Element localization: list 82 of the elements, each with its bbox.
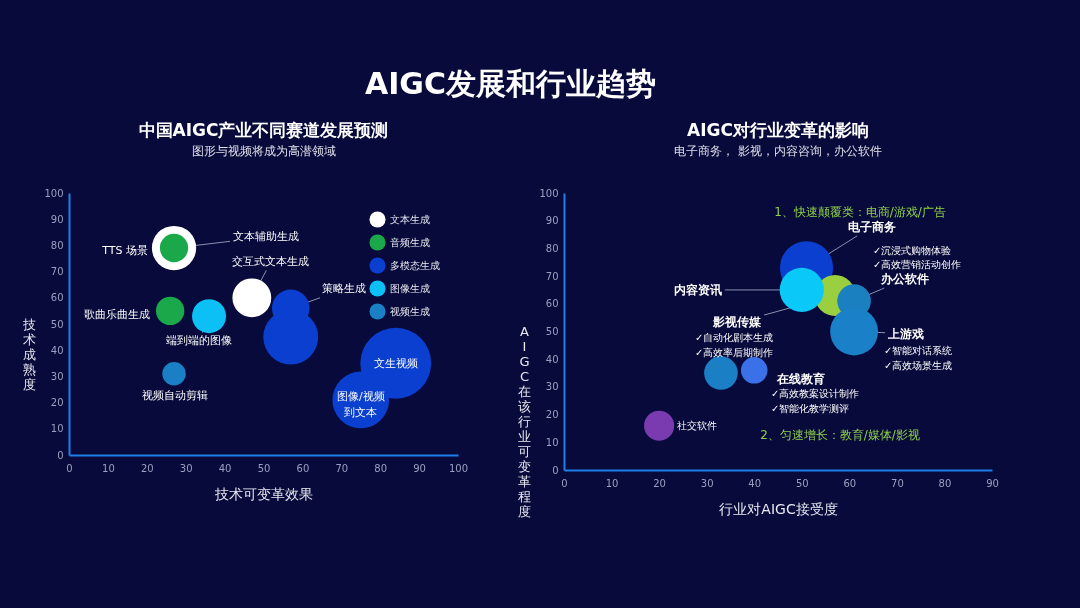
x-tick-label: 40 <box>218 462 232 474</box>
y-tick-label: 70 <box>50 266 64 278</box>
y-tick-label: 0 <box>57 449 64 461</box>
y-tick-label: 10 <box>50 423 64 435</box>
annotation: ✓智能对话系统 <box>884 345 953 356</box>
text: AIGC发展和行业趋势 <box>364 66 656 101</box>
annotation: ✓高效率后期制作 <box>695 347 774 358</box>
annotation: 1、快速颠覆类：电商/游戏/广告 <box>774 205 946 219</box>
y-tick-label: 30 <box>50 370 64 382</box>
y-tick-label: 60 <box>545 298 559 310</box>
x-tick-label: 30 <box>179 462 193 474</box>
y-tick-label: 70 <box>545 270 559 282</box>
annotation: 策略生成 <box>321 282 366 296</box>
x-tick-label: 70 <box>335 462 349 474</box>
annotation: ✓高效营销活动创作 <box>873 259 962 270</box>
x-tick-label: 50 <box>795 477 809 489</box>
x-tick-label: 10 <box>102 462 115 474</box>
annotation: 电子商务 <box>847 219 896 234</box>
annotation: 歌曲乐曲生成 <box>84 307 151 321</box>
annotation: 文生视频 <box>373 357 418 371</box>
annotation: 办公软件 <box>880 272 930 287</box>
x-axis-title: 技术可变革效果 <box>214 485 313 502</box>
x-tick-label: 50 <box>257 462 271 474</box>
y-tick-label: 10 <box>545 436 559 448</box>
y-tick-label: 60 <box>50 292 64 304</box>
annotation: 文本辅助生成 <box>233 230 300 244</box>
legend-label: 文本生成 <box>390 213 430 225</box>
y-tick-label: 40 <box>545 353 559 365</box>
x-tick-label: 20 <box>140 462 154 474</box>
y-tick-label: 50 <box>50 318 64 330</box>
x-tick-label: 60 <box>843 477 857 489</box>
annotation: ✓高效场景生成 <box>884 360 953 371</box>
chart-title: AIGC对行业变革的影响 <box>687 120 869 140</box>
y-tick-label: 80 <box>50 239 64 251</box>
x-tick-label: 10 <box>605 477 619 489</box>
y-tick-label: 20 <box>545 409 559 421</box>
x-tick-label: 100 <box>448 462 469 474</box>
y-tick-label: 40 <box>50 344 64 356</box>
y-tick-label: 30 <box>545 381 559 393</box>
chart-title: 中国AIGC产业不同赛道发展预测 <box>138 120 389 140</box>
annotation: ✓沉浸式购物体验 <box>873 245 952 256</box>
annotation: 在线教育 <box>776 372 826 387</box>
annotation: ✓高效教案设计制作 <box>771 388 860 399</box>
y-tick-label: 90 <box>50 213 64 225</box>
annotation: 端到端的图像 <box>166 334 233 348</box>
y-tick-label: 80 <box>545 242 559 254</box>
annotation: 2、匀速增长：教育/媒体/影视 <box>760 428 920 442</box>
x-tick-label: 60 <box>296 462 310 474</box>
x-axis-title: 行业对AIGC接受度 <box>719 500 838 517</box>
x-tick-label: 80 <box>374 462 388 474</box>
legend-label: 多模态生成 <box>390 259 440 271</box>
y-axis-title: 技术成熟度 <box>22 316 36 392</box>
annotation: 社交软件 <box>677 419 718 431</box>
x-tick-label: 0 <box>66 462 73 474</box>
x-tick-label: 40 <box>748 477 762 489</box>
annotation: 交互式文本生成 <box>232 254 310 268</box>
annotation: 图像/视频到文本 <box>336 389 385 419</box>
annotation: TTS 场景 <box>101 244 148 258</box>
annotation: 影视传媒 <box>712 315 763 330</box>
chart-subtitle: 电子商务， 影视，内容咨询，办公软件 <box>674 144 882 158</box>
y-tick-label: 90 <box>545 215 559 227</box>
x-tick-label: 20 <box>653 477 666 489</box>
y-tick-label: 100 <box>44 187 64 199</box>
x-tick-label: 70 <box>891 477 904 489</box>
x-tick-label: 90 <box>986 477 999 489</box>
annotation: 视频自动剪辑 <box>142 388 209 402</box>
annotation: 内容资讯 <box>673 282 722 297</box>
x-tick-label: 0 <box>561 477 568 489</box>
chart-subtitle: 图形与视频将成为高潜领域 <box>191 144 336 158</box>
legend-label: 视频生成 <box>390 305 430 317</box>
annotation: ✓自动化剧本生成 <box>695 332 774 343</box>
annotation: 上游戏 <box>887 326 925 341</box>
text: AIGC在该行业可变革程度 <box>518 324 531 519</box>
legend-label: 图像生成 <box>390 282 430 294</box>
y-tick-label: 100 <box>539 187 559 199</box>
x-tick-label: 80 <box>938 477 952 489</box>
legend-label: 音频生成 <box>390 236 430 248</box>
x-tick-label: 90 <box>413 462 426 474</box>
x-tick-label: 30 <box>700 477 714 489</box>
annotation: ✓智能化教学测评 <box>771 403 850 414</box>
y-tick-label: 50 <box>545 326 559 337</box>
y-tick-label: 20 <box>50 397 64 409</box>
